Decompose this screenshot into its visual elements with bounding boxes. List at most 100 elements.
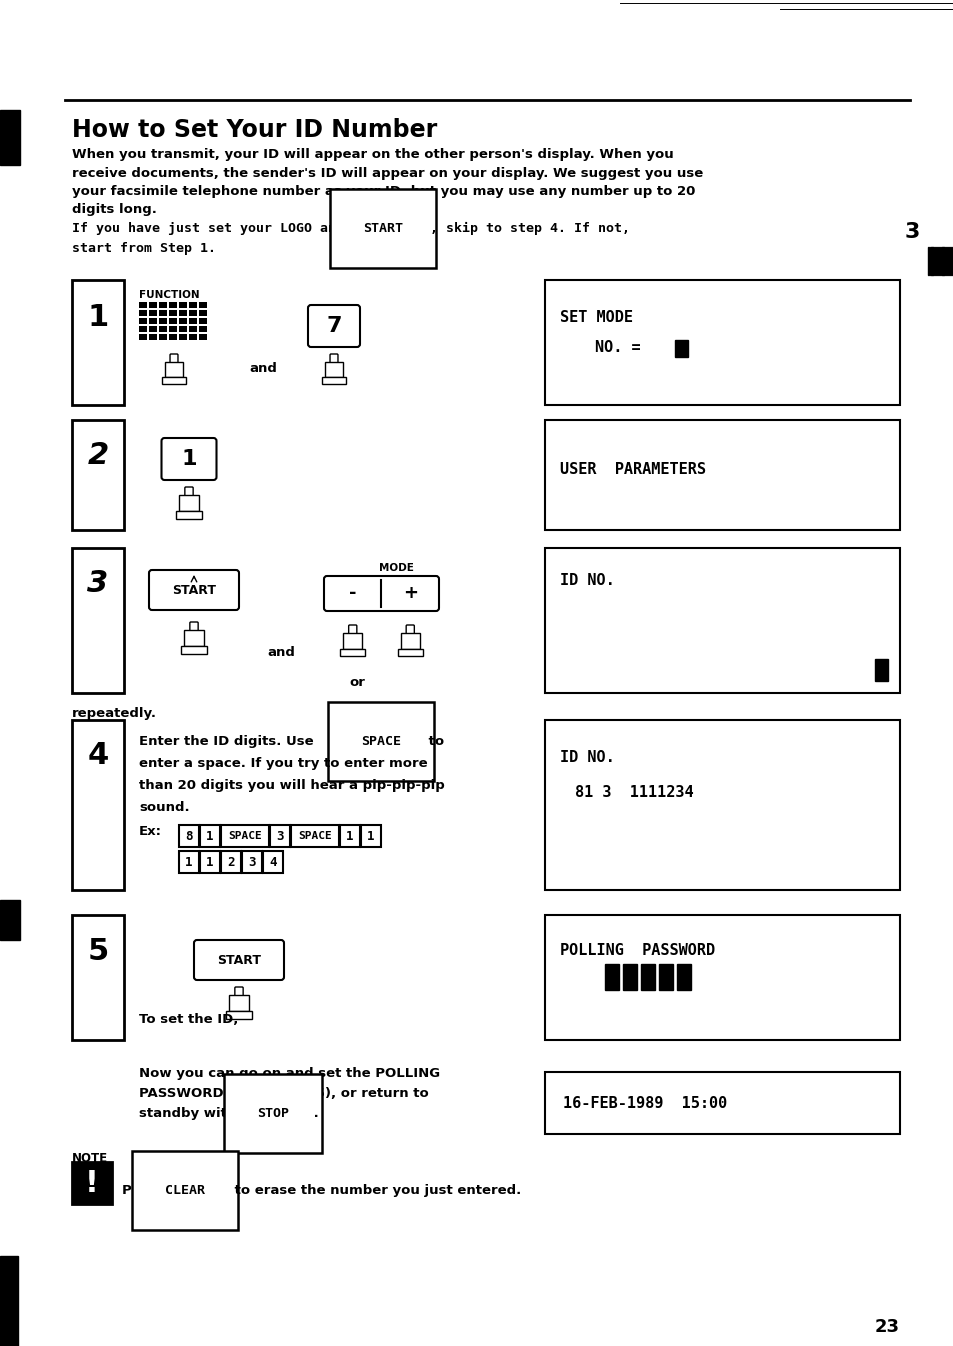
Bar — [189, 326, 196, 332]
Bar — [71, 1162, 112, 1205]
Bar — [397, 649, 422, 656]
Bar — [149, 302, 157, 308]
FancyBboxPatch shape — [308, 306, 359, 347]
FancyBboxPatch shape — [406, 625, 414, 646]
Text: -: - — [349, 584, 356, 603]
Text: START: START — [216, 953, 261, 966]
Bar — [139, 302, 147, 308]
Bar — [184, 630, 204, 646]
Bar — [165, 362, 183, 377]
Text: SET MODE: SET MODE — [559, 310, 633, 324]
Text: 8: 8 — [185, 829, 193, 843]
Bar — [544, 720, 899, 890]
Bar — [159, 318, 167, 324]
Bar — [169, 302, 177, 308]
Bar — [544, 915, 899, 1040]
Text: 4: 4 — [269, 856, 276, 868]
Bar — [179, 310, 187, 316]
Text: , skip to step 4. If not,: , skip to step 4. If not, — [421, 222, 629, 236]
Bar — [199, 310, 207, 316]
Bar — [0, 1256, 18, 1346]
Bar — [149, 334, 157, 341]
Bar — [659, 964, 672, 991]
Bar — [169, 334, 177, 341]
Text: SPACE: SPACE — [297, 830, 332, 841]
Bar — [270, 825, 290, 847]
Bar — [340, 649, 365, 656]
Bar — [176, 511, 201, 518]
Bar — [189, 310, 196, 316]
Text: NO. =: NO. = — [595, 341, 640, 355]
Bar — [71, 720, 124, 890]
Bar — [360, 825, 380, 847]
Text: start from Step 1.: start from Step 1. — [71, 242, 215, 254]
Bar — [242, 851, 262, 874]
Bar — [179, 318, 187, 324]
Bar — [169, 310, 177, 316]
Bar — [322, 377, 346, 384]
Bar — [544, 1071, 899, 1133]
Text: NOTE: NOTE — [71, 1152, 108, 1166]
Bar — [226, 1011, 252, 1019]
Bar — [149, 326, 157, 332]
Text: 81 3  1111234: 81 3 1111234 — [575, 785, 693, 800]
Text: to: to — [423, 735, 444, 748]
Bar — [229, 995, 249, 1011]
Text: SPACE: SPACE — [228, 830, 262, 841]
Bar — [949, 248, 950, 275]
Text: POLLING  PASSWORD: POLLING PASSWORD — [559, 944, 715, 958]
Bar — [179, 334, 187, 341]
Bar — [159, 310, 167, 316]
Text: FUNCTION: FUNCTION — [139, 289, 199, 300]
Text: When you transmit, your ID will appear on the other person's display. When you
r: When you transmit, your ID will appear o… — [71, 148, 702, 217]
Bar — [221, 851, 241, 874]
Text: 3: 3 — [903, 222, 919, 242]
Text: !: ! — [85, 1168, 99, 1198]
Text: 1: 1 — [346, 829, 354, 843]
Bar — [339, 825, 359, 847]
Bar — [604, 964, 618, 991]
Text: 16-FEB-1989  15:00: 16-FEB-1989 15:00 — [562, 1096, 726, 1110]
Text: Enter the ID digits. Use: Enter the ID digits. Use — [139, 735, 318, 748]
Bar — [179, 495, 198, 511]
Text: sound.: sound. — [139, 801, 190, 814]
Text: 5: 5 — [88, 937, 109, 965]
Bar — [291, 825, 338, 847]
Text: and: and — [249, 362, 276, 376]
Bar — [159, 302, 167, 308]
Bar — [544, 280, 899, 405]
Text: or: or — [349, 676, 364, 689]
Text: and: and — [267, 646, 294, 660]
Bar — [71, 280, 124, 405]
Bar — [139, 318, 147, 324]
Bar — [159, 334, 167, 341]
Bar — [189, 318, 196, 324]
Text: than 20 digits you will hear a pip-pip-pip: than 20 digits you will hear a pip-pip-p… — [139, 779, 444, 791]
Text: 23: 23 — [874, 1318, 899, 1337]
Bar — [221, 825, 269, 847]
Text: 4: 4 — [88, 742, 109, 770]
Text: 2: 2 — [227, 856, 234, 868]
Text: USER  PARAMETERS: USER PARAMETERS — [559, 462, 705, 476]
Bar — [71, 915, 124, 1040]
Bar — [200, 851, 220, 874]
Bar — [677, 964, 690, 991]
FancyBboxPatch shape — [324, 576, 438, 611]
Bar — [71, 548, 124, 693]
Bar — [938, 248, 940, 275]
Bar — [934, 248, 935, 275]
Text: repeatedly.: repeatedly. — [71, 707, 157, 720]
FancyBboxPatch shape — [193, 940, 284, 980]
FancyBboxPatch shape — [170, 354, 178, 374]
Bar — [179, 302, 187, 308]
Text: standby with: standby with — [139, 1106, 240, 1120]
Bar — [71, 420, 124, 530]
Text: How to Set Your ID Number: How to Set Your ID Number — [71, 118, 436, 141]
FancyBboxPatch shape — [348, 625, 356, 646]
Bar — [179, 825, 199, 847]
Bar — [200, 825, 220, 847]
Bar — [936, 248, 938, 275]
Text: To set the ID,: To set the ID, — [139, 1014, 238, 1026]
Bar — [162, 377, 186, 384]
FancyBboxPatch shape — [330, 354, 337, 374]
